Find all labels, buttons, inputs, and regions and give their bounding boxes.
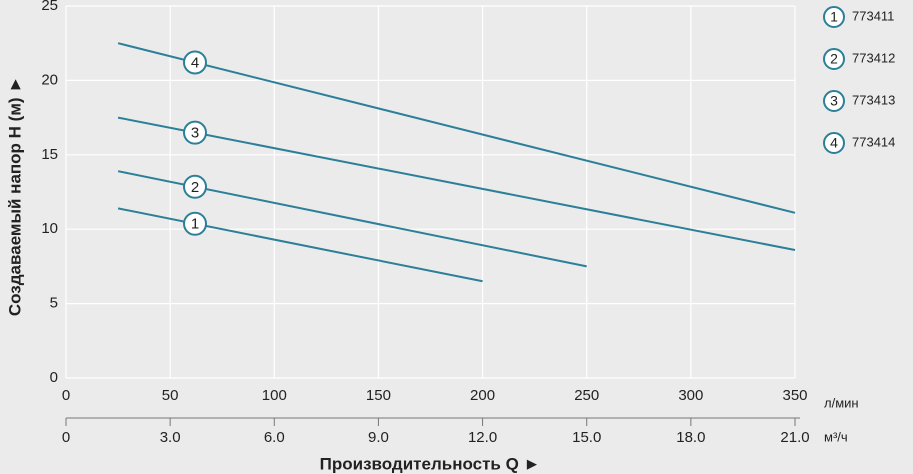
x-tick-label: 50 bbox=[162, 387, 179, 404]
series-marker-label: 2 bbox=[191, 179, 199, 196]
x-tick-label: 100 bbox=[262, 387, 287, 404]
x-tick-label: 350 bbox=[782, 387, 807, 404]
legend-marker-label: 1 bbox=[830, 9, 838, 25]
legend-label: 773412 bbox=[852, 50, 895, 65]
legend-circle bbox=[823, 6, 845, 28]
legend-label: 773414 bbox=[852, 134, 895, 149]
x2-tick-label: 6.0 bbox=[264, 429, 285, 446]
legend-marker-label: 4 bbox=[830, 135, 838, 151]
y-tick-label: 5 bbox=[50, 295, 58, 312]
y-tick-label: 10 bbox=[41, 220, 58, 237]
x2-tick-label: 9.0 bbox=[368, 429, 389, 446]
x-tick-label: 250 bbox=[574, 387, 599, 404]
y-tick-label: 0 bbox=[50, 369, 58, 386]
legend-label: 773411 bbox=[852, 8, 894, 23]
series-marker-circle bbox=[183, 174, 207, 199]
x2-tick-label: 12.0 bbox=[468, 429, 497, 446]
x-tick-label: 200 bbox=[470, 387, 495, 404]
series-line bbox=[117, 207, 483, 283]
y-tick-label: 20 bbox=[41, 71, 58, 88]
legend-marker-label: 3 bbox=[830, 93, 838, 109]
x-unit: л/мин bbox=[824, 395, 859, 410]
series-marker-circle bbox=[183, 211, 207, 236]
legend-marker-label: 2 bbox=[830, 51, 838, 67]
x-axis-title: Производительность Q ► bbox=[320, 454, 541, 473]
x-tick-label: 150 bbox=[366, 387, 391, 404]
series-marker-label: 3 bbox=[191, 125, 199, 142]
series-marker-label: 1 bbox=[191, 216, 199, 233]
x2-tick-label: 0 bbox=[62, 429, 70, 446]
series-marker-circle bbox=[183, 120, 207, 145]
series-marker-circle bbox=[183, 50, 207, 75]
x-tick-label: 300 bbox=[678, 387, 703, 404]
y-tick-label: 15 bbox=[41, 146, 58, 163]
legend-label: 773413 bbox=[852, 92, 895, 107]
x2-tick-label: 3.0 bbox=[160, 429, 181, 446]
legend-circle bbox=[823, 48, 845, 70]
series-marker-label: 4 bbox=[191, 54, 199, 71]
x2-tick-label: 21.0 bbox=[780, 429, 809, 446]
x2-tick-label: 15.0 bbox=[572, 429, 601, 446]
series-line bbox=[117, 116, 796, 252]
legend-circle bbox=[823, 90, 845, 112]
y-axis-title: Создаваемый напор H (м) ► bbox=[5, 76, 24, 316]
series-line bbox=[117, 42, 796, 214]
legend-circle bbox=[823, 132, 845, 154]
y-tick-label: 25 bbox=[41, 0, 58, 14]
x2-unit: м³/ч bbox=[824, 429, 848, 444]
x-tick-label: 0 bbox=[62, 387, 70, 404]
x2-tick-label: 18.0 bbox=[676, 429, 705, 446]
